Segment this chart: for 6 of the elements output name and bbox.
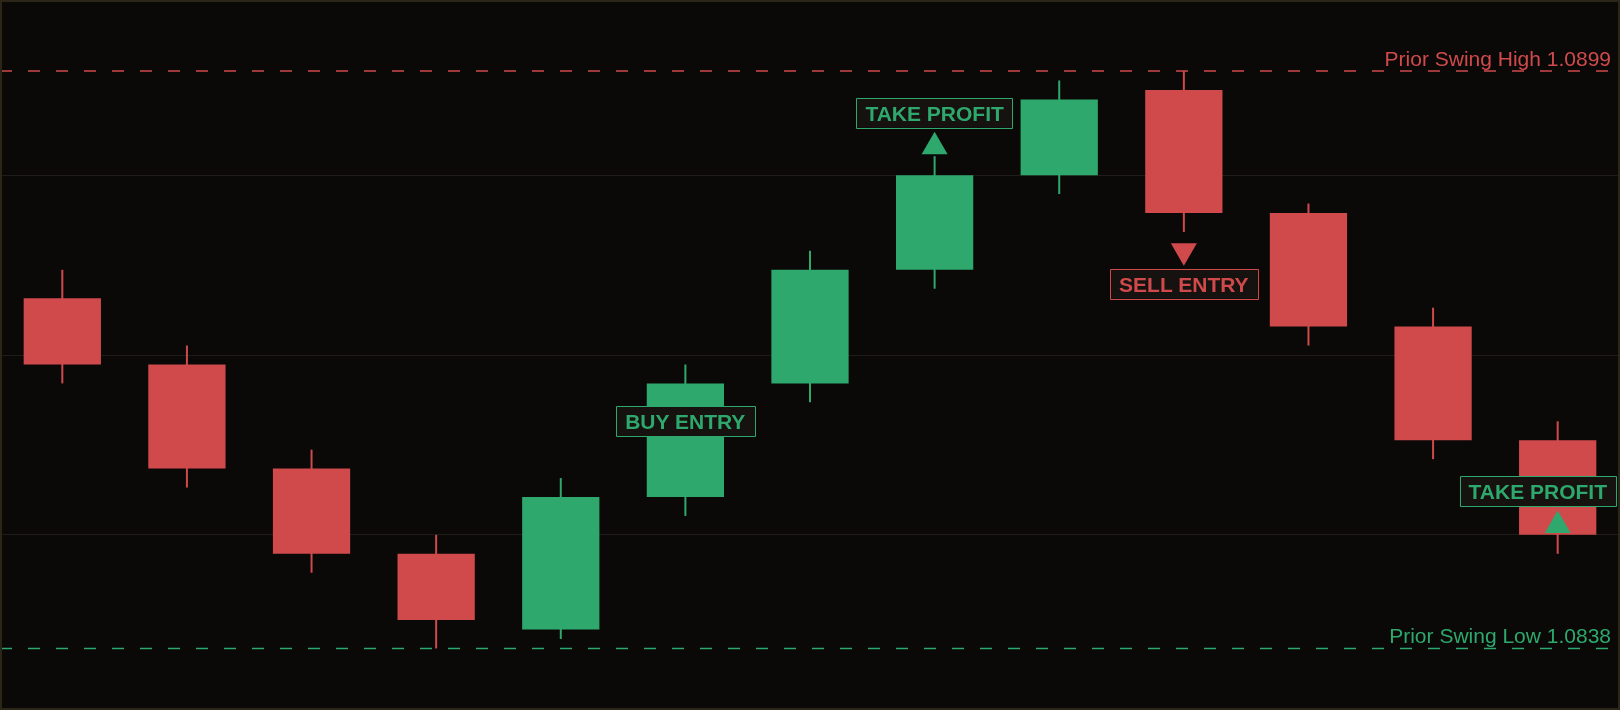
data-label: SELL ENTRY [1119, 272, 1249, 296]
data-label: TAKE PROFIT [865, 101, 1004, 125]
ref-line-label: Prior Swing Low 1.0838 [1389, 624, 1611, 648]
ref-line-label: Prior Swing High 1.0899 [1384, 47, 1611, 70]
annotation: BUY ENTRY [625, 410, 746, 434]
data-label: TAKE PROFIT [1468, 480, 1608, 504]
